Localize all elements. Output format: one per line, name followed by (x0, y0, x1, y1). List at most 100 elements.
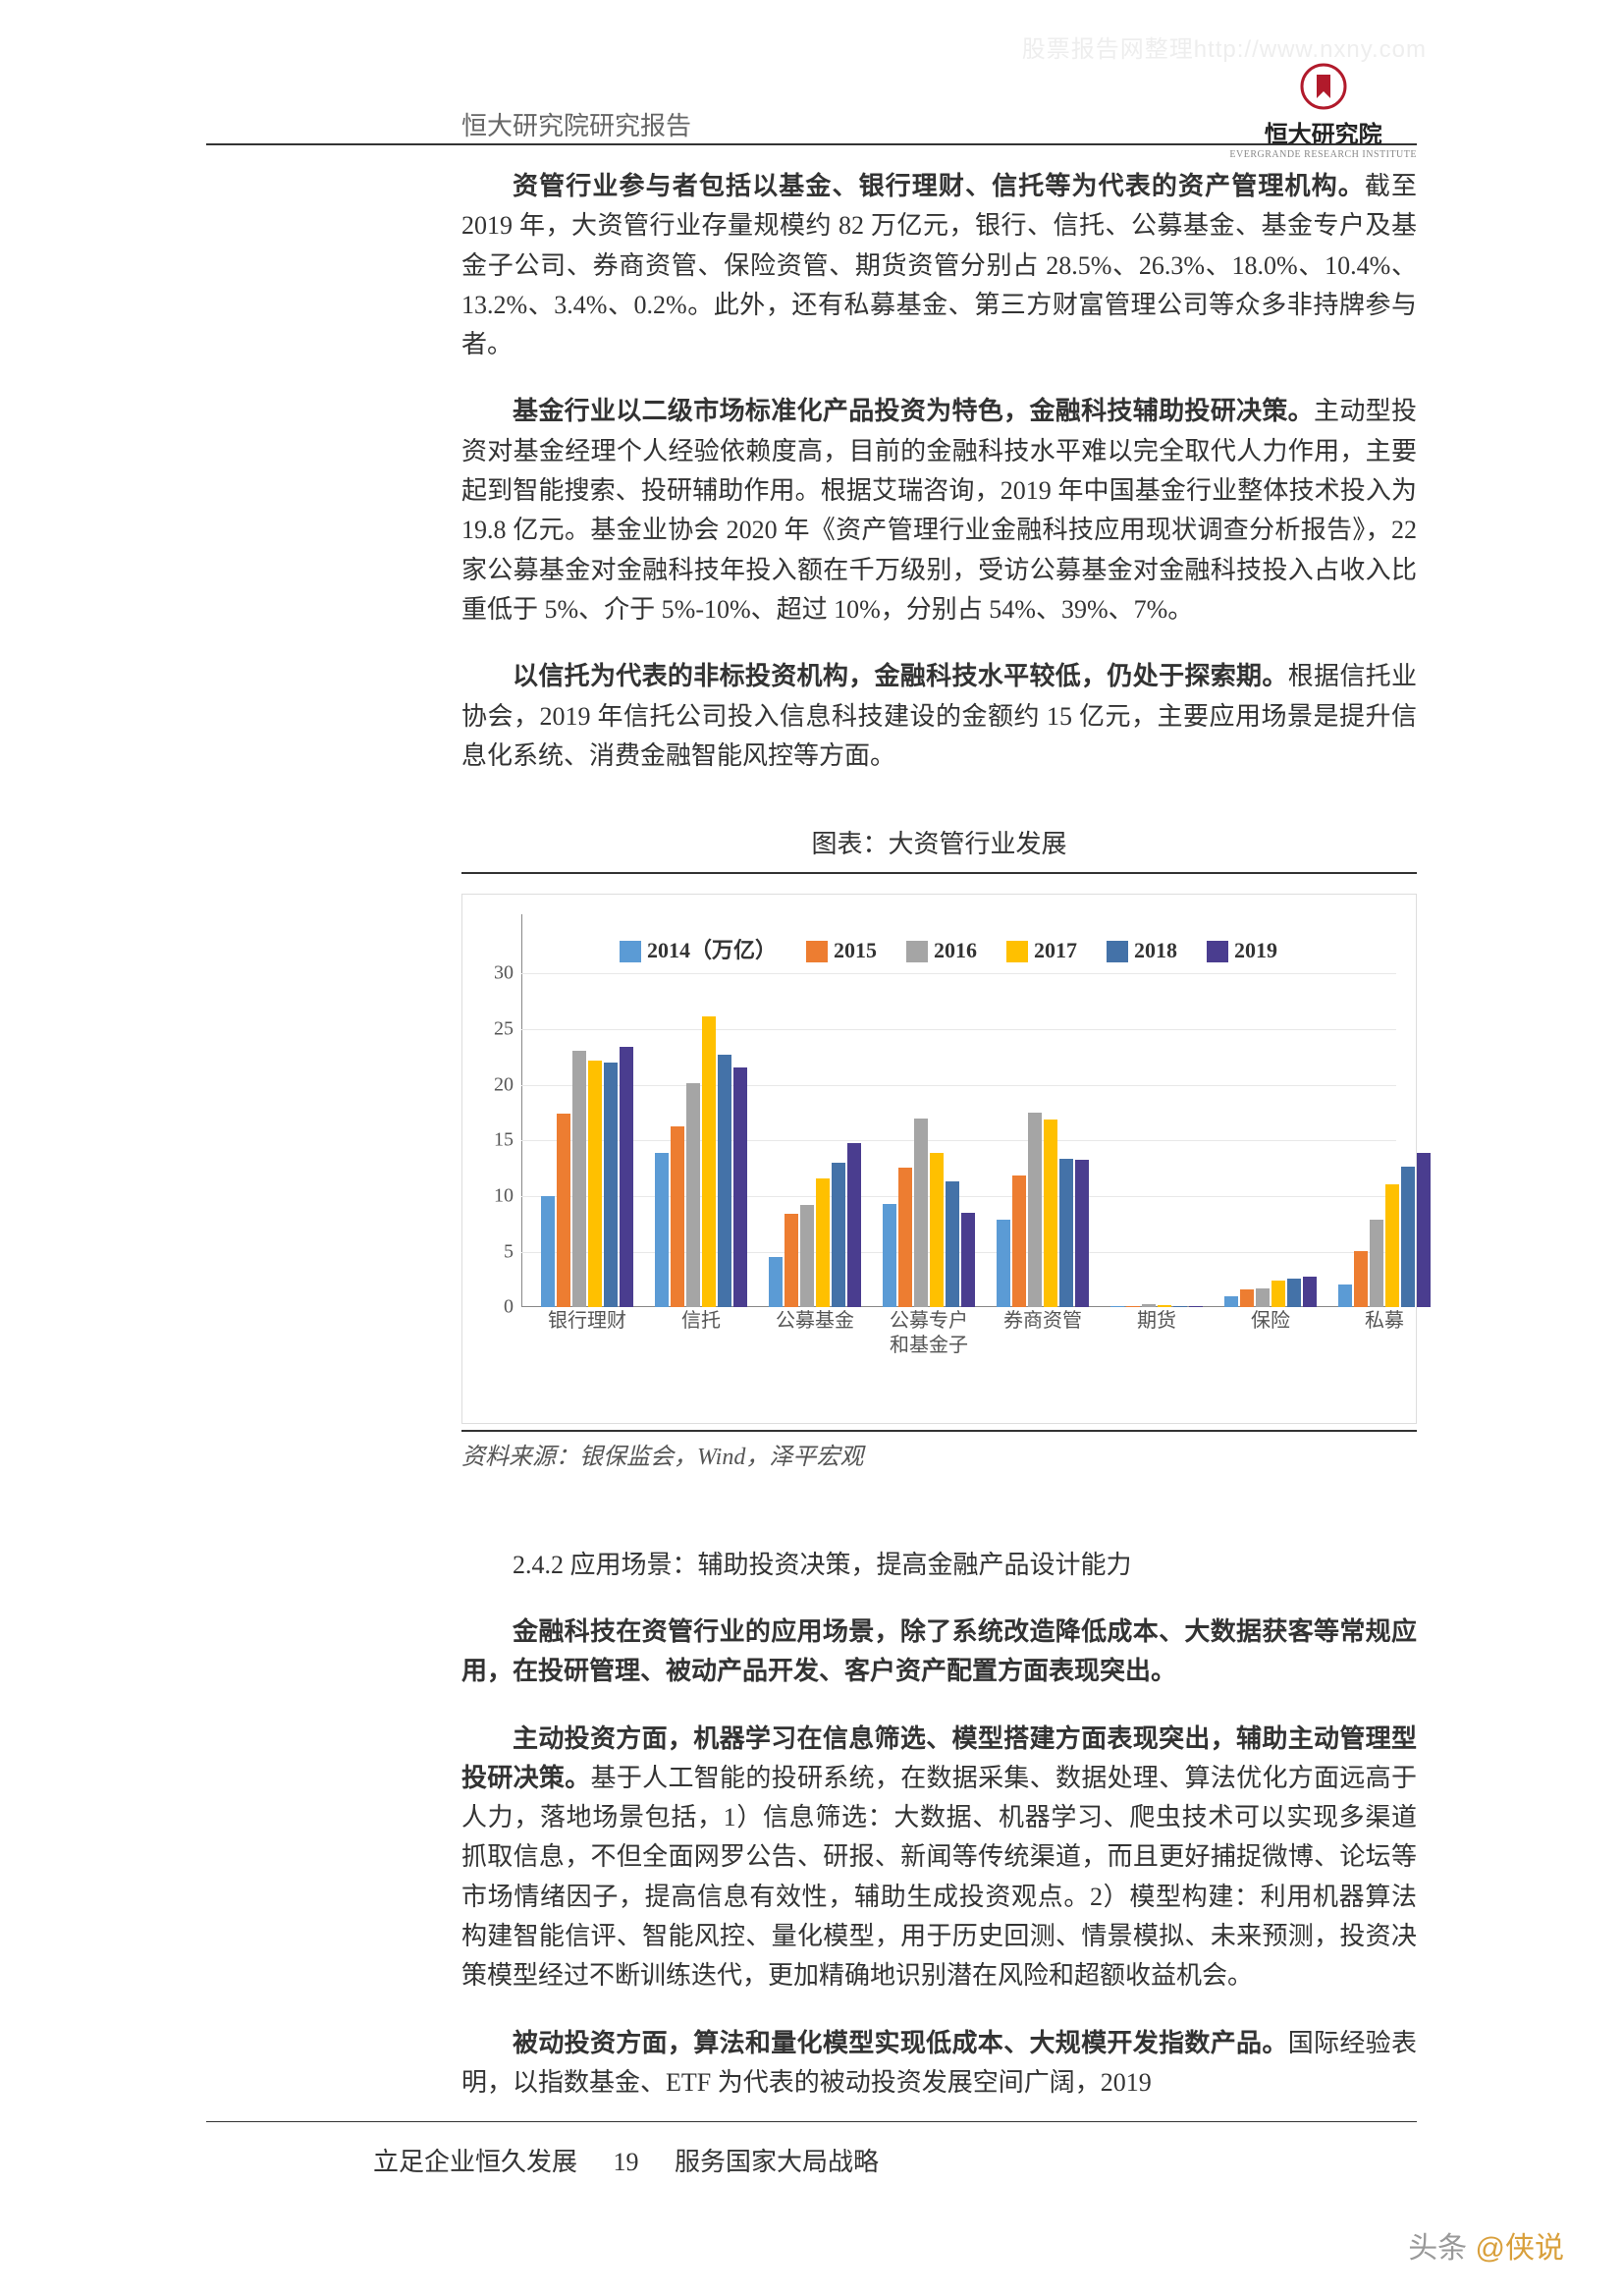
bar (816, 1178, 830, 1307)
legend-swatch (806, 941, 828, 962)
chart-source: 资料来源：银保监会，Wind，泽平宏观 (461, 1430, 1417, 1476)
bar (898, 1168, 912, 1308)
bar (1189, 1306, 1203, 1307)
watermark-bottom: 头条 @侠说 (1408, 2223, 1564, 2267)
gridline (521, 1085, 1396, 1086)
legend-swatch (906, 941, 928, 962)
bar-group (769, 1143, 861, 1308)
bar (1075, 1160, 1089, 1308)
chart-plot-area: 0510152025302014（万亿）20152016201720182019… (521, 914, 1396, 1307)
gridline (521, 1029, 1396, 1030)
bar (1044, 1120, 1057, 1308)
paragraph-1: 资管行业参与者包括以基金、银行理财、信托等为代表的资产管理机构。截至 2019 … (461, 167, 1417, 364)
bar (702, 1016, 716, 1308)
legend-swatch (620, 941, 641, 962)
bar (1256, 1288, 1270, 1307)
p2-lead: 基金行业以二级市场标准化产品投资为特色，金融科技辅助投研决策。 (513, 397, 1314, 425)
bar-group (655, 1016, 747, 1308)
bar (883, 1204, 896, 1307)
legend-item: 2016 (906, 934, 977, 967)
bar (1354, 1251, 1368, 1308)
bar (1303, 1277, 1317, 1308)
bar (1224, 1296, 1238, 1307)
bar (847, 1143, 861, 1308)
logo-subtext: EVERGRANDE RESEARCH INSTITUTE (1229, 149, 1417, 160)
bar (930, 1153, 944, 1308)
page-footer: 立足企业恒久发展 19 服务国家大局战略 (206, 2121, 1417, 2178)
x-tick-label: 私募 (1365, 1306, 1404, 1337)
paragraph-4: 金融科技在资管行业的应用场景，除了系统改造降低成本、大数据获客等常规应用，在投研… (461, 1613, 1417, 1692)
bar (1240, 1289, 1254, 1307)
paragraph-2: 基金行业以二级市场标准化产品投资为特色，金融科技辅助投研决策。主动型投资对基金经… (461, 392, 1417, 629)
bar (1417, 1153, 1431, 1308)
content-body: 资管行业参与者包括以基金、银行理财、信托等为代表的资产管理机构。截至 2019 … (461, 167, 1417, 2103)
x-tick-label: 信托 (681, 1306, 721, 1337)
section-heading: 2.4.2 应用场景：辅助投资决策，提高金融产品设计能力 (461, 1546, 1417, 1585)
y-tick-label: 30 (474, 958, 514, 989)
bar (961, 1213, 975, 1307)
legend-label: 2016 (934, 934, 977, 967)
bar (557, 1114, 570, 1307)
bar (769, 1257, 783, 1307)
bar-group (1338, 1153, 1431, 1308)
bar (1028, 1113, 1042, 1307)
bar-group (1224, 1277, 1317, 1308)
legend-label: 2017 (1034, 934, 1077, 967)
bar (1271, 1281, 1285, 1307)
legend-label: 2014（万亿） (647, 934, 777, 967)
legend-swatch (1207, 941, 1228, 962)
bar (1370, 1220, 1383, 1308)
bar (1287, 1279, 1301, 1307)
x-tick-label: 券商资管 (1003, 1306, 1082, 1337)
y-tick-label: 15 (474, 1125, 514, 1156)
y-tick-label: 0 (474, 1292, 514, 1323)
bar (572, 1051, 586, 1308)
bar (733, 1067, 747, 1308)
x-tick-label: 保险 (1251, 1306, 1290, 1337)
logo-icon (1299, 62, 1348, 111)
bar (620, 1047, 633, 1307)
bar (1059, 1159, 1073, 1308)
p3-lead: 以信托为代表的非标投资机构，金融科技水平较低，仍处于探索期。 (513, 662, 1288, 690)
chart-legend: 2014（万亿）20152016201720182019 (620, 934, 1367, 967)
bar (800, 1205, 814, 1307)
paragraph-6: 被动投资方面，算法和量化模型实现低成本、大规模开发指数产品。国际经验表明，以指数… (461, 2024, 1417, 2104)
paragraph-5: 主动投资方面，机器学习在信息筛选、模型搭建方面表现突出，辅助主动管理型投研决策。… (461, 1720, 1417, 1996)
bar (914, 1119, 928, 1308)
bar (946, 1181, 959, 1307)
y-tick-label: 25 (474, 1014, 514, 1045)
page-header: 恒大研究院研究报告 恒大研究院 EVERGRANDE RESEARCH INST… (0, 86, 1623, 155)
page-number: 19 (614, 2148, 639, 2176)
brand-logo: 恒大研究院 EVERGRANDE RESEARCH INSTITUTE (1229, 62, 1417, 160)
footer-left: 立足企业恒久发展 (373, 2148, 577, 2176)
chart-title: 图表：大资管行业发展 (461, 825, 1417, 864)
y-tick-label: 10 (474, 1181, 514, 1212)
footer-right: 服务国家大局战略 (675, 2148, 879, 2176)
wm-handle: @侠说 (1476, 2232, 1564, 2265)
footer-text: 立足企业恒久发展 19 服务国家大局战略 (206, 2142, 1417, 2178)
bar (655, 1153, 669, 1308)
header-title: 恒大研究院研究报告 (461, 106, 691, 142)
bar (671, 1126, 684, 1308)
p4-lead: 金融科技在资管行业的应用场景，除了系统改造降低成本、大数据获客等常规应用，在投研… (461, 1617, 1417, 1685)
p5-body: 基于人工智能的投研系统，在数据采集、数据处理、算法优化方面远高于人力，落地场景包… (461, 1764, 1417, 1990)
bar (588, 1061, 602, 1308)
bar (1401, 1167, 1415, 1308)
legend-item: 2015 (806, 934, 877, 967)
y-tick-label: 5 (474, 1236, 514, 1267)
p2-body: 主动型投资对基金经理个人经验依赖度高，目前的金融科技水平难以完全取代人力作用，主… (461, 397, 1417, 623)
bar (1012, 1175, 1026, 1308)
bar (1110, 1306, 1124, 1307)
x-tick-label: 银行理财 (548, 1306, 626, 1337)
bar (784, 1214, 798, 1307)
legend-label: 2019 (1234, 934, 1277, 967)
legend-label: 2015 (834, 934, 877, 967)
bar-chart: 0510152025302014（万亿）20152016201720182019… (461, 894, 1417, 1424)
gridline (521, 973, 1396, 974)
bar (997, 1220, 1010, 1308)
header-rule (206, 143, 1417, 145)
y-tick-label: 20 (474, 1069, 514, 1100)
paragraph-3: 以信托为代表的非标投资机构，金融科技水平较低，仍处于探索期。根据信托业协会，20… (461, 657, 1417, 776)
bar (541, 1196, 555, 1307)
p6-lead: 被动投资方面，算法和量化模型实现低成本、大规模开发指数产品。 (513, 2029, 1288, 2057)
